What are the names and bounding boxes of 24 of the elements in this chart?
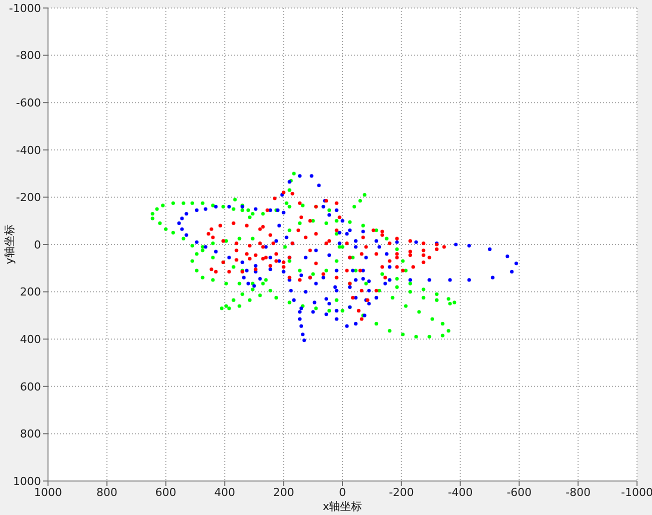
x-axis-title: x轴坐标 bbox=[322, 500, 362, 513]
y-tick-label: 400 bbox=[20, 333, 41, 346]
x-tick-label: 1000 bbox=[34, 486, 62, 499]
x-tick-label: -600 bbox=[506, 486, 532, 499]
x-tick-label: 200 bbox=[273, 486, 294, 499]
y-tick-label: 600 bbox=[20, 380, 41, 394]
y-tick-label: -1000 bbox=[9, 2, 41, 15]
y-tick-label: -400 bbox=[16, 144, 41, 157]
x-tick-label: 0 bbox=[339, 486, 346, 499]
y-tick-label: 0 bbox=[34, 238, 41, 252]
x-tick-label: 400 bbox=[214, 486, 236, 499]
y-tick-label: -800 bbox=[16, 49, 41, 62]
y-axis-title: y轴坐标 bbox=[2, 224, 16, 264]
y-tick-label: 1000 bbox=[13, 474, 41, 488]
x-tick-label: 800 bbox=[96, 486, 118, 499]
y-tick-label: 200 bbox=[20, 286, 41, 299]
x-tick-label: -200 bbox=[388, 486, 414, 499]
y-tick-label: 800 bbox=[20, 428, 41, 441]
x-tick-label: 600 bbox=[155, 486, 176, 499]
x-tick-label: -1000 bbox=[621, 486, 652, 499]
x-tick-label: -400 bbox=[448, 486, 473, 499]
x-tick-label: -800 bbox=[566, 486, 591, 499]
y-tick-label: -200 bbox=[16, 191, 41, 204]
y-tick-label: -600 bbox=[16, 96, 41, 110]
